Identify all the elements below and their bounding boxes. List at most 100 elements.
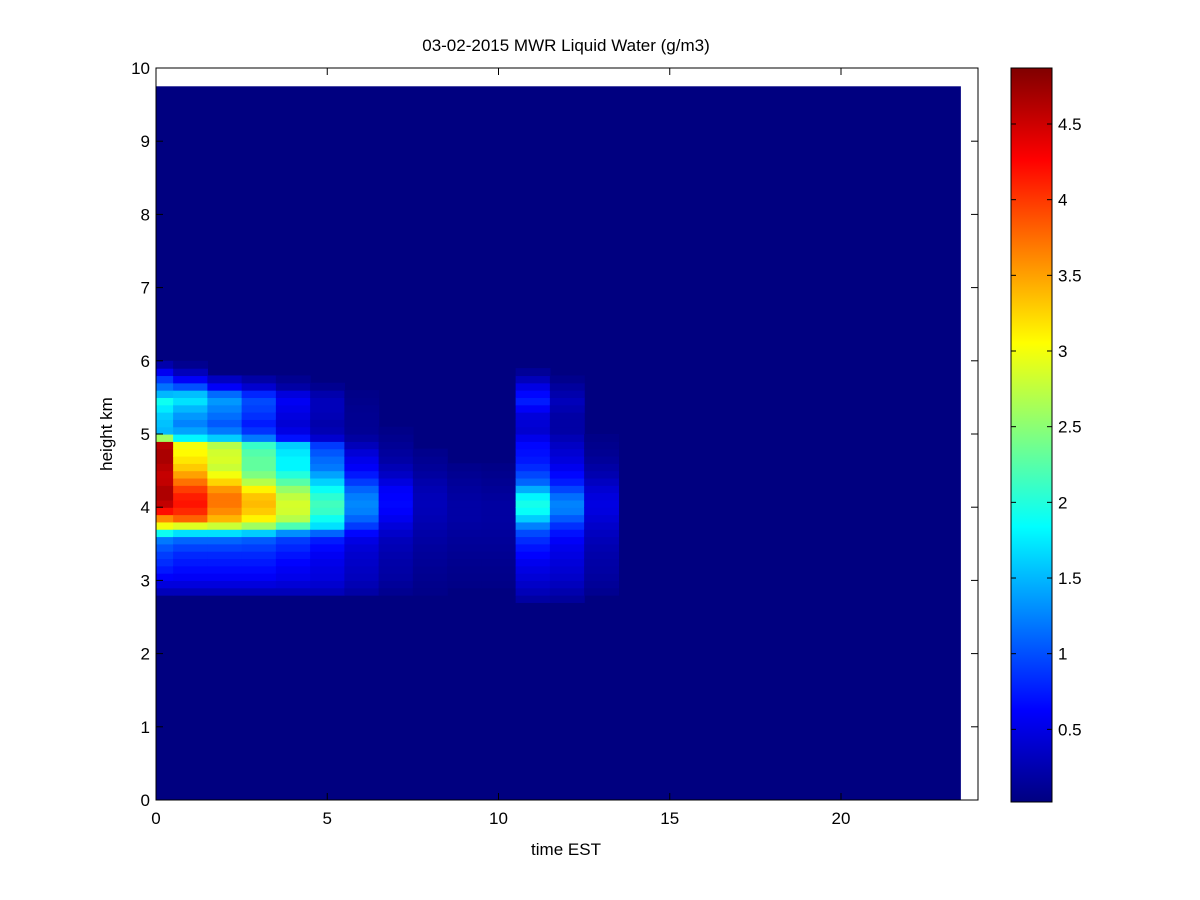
- heatmap-cell: [275, 390, 311, 398]
- heatmap-cell: [241, 573, 277, 581]
- heatmap-cell: [549, 587, 585, 596]
- y-axis-label: height km: [97, 397, 116, 471]
- heatmap-cell: [344, 543, 380, 552]
- heatmap-cell: [412, 448, 448, 457]
- heatmap-cell: [241, 492, 277, 501]
- heatmap-cell: [310, 507, 345, 516]
- heatmap-cell: [378, 521, 414, 530]
- heatmap-cell: [173, 419, 208, 428]
- heatmap-cell: [173, 404, 208, 413]
- heatmap-cell: [275, 536, 311, 545]
- heatmap-cell: [515, 514, 551, 523]
- heatmap-cell: [310, 426, 345, 435]
- heatmap-cell: [156, 470, 174, 479]
- heatmap-cell: [344, 536, 380, 545]
- heatmap-cell: [549, 390, 585, 398]
- heatmap-cell: [344, 390, 380, 398]
- heatmap-cell: [584, 507, 619, 516]
- heatmap-cell: [241, 441, 277, 450]
- heatmap-cell: [412, 463, 448, 472]
- heatmap-cell: [310, 477, 345, 486]
- heatmap-cell: [412, 499, 448, 508]
- colorbar-tick-label: 2: [1058, 493, 1067, 512]
- heatmap-cell: [156, 565, 174, 574]
- heatmap-cell: [310, 470, 345, 479]
- heatmap-cell: [156, 390, 174, 398]
- heatmap-cell: [275, 448, 311, 457]
- heatmap-cell: [275, 485, 311, 494]
- heatmap-cell: [241, 470, 277, 479]
- heatmap-cell: [275, 492, 311, 501]
- heatmap-cell: [584, 558, 619, 567]
- heatmap-cell: [447, 565, 482, 574]
- heatmap-cell: [241, 455, 277, 464]
- heatmap-cell: [173, 507, 208, 516]
- heatmap-cell: [207, 521, 243, 530]
- heatmap-cell: [515, 375, 551, 384]
- heatmap-cell: [515, 441, 551, 450]
- heatmap-cell: [156, 580, 174, 589]
- heatmap-cell: [173, 441, 208, 450]
- heatmap-cell: [310, 419, 345, 428]
- heatmap-cell: [275, 397, 311, 406]
- heatmap-cell: [207, 448, 243, 457]
- heatmap-cell: [241, 404, 277, 413]
- heatmap-cell: [156, 477, 174, 486]
- heatmap-cell: [549, 470, 585, 479]
- heatmap-cell: [173, 573, 208, 581]
- colorbar-tick-label: 0.5: [1058, 720, 1082, 739]
- heatmap-cell: [481, 551, 517, 560]
- heatmap-cell: [173, 368, 208, 377]
- heatmap-cell: [310, 463, 345, 472]
- heatmap-cell: [156, 412, 174, 420]
- heatmap-cell: [310, 397, 345, 406]
- heatmap-cell: [412, 492, 448, 501]
- heatmap-cell: [156, 441, 174, 450]
- heatmap-cell: [378, 514, 414, 523]
- heatmap-cell: [207, 536, 243, 545]
- heatmap-cell: [378, 426, 414, 435]
- heatmap-cell: [515, 551, 551, 560]
- colorbar-frame: [1010, 67, 1053, 803]
- heatmap-cell: [173, 536, 208, 545]
- heatmap-cell: [173, 477, 208, 486]
- heatmap-cell: [156, 507, 174, 516]
- heatmap-cell: [344, 441, 380, 450]
- heatmap-cell: [549, 419, 585, 428]
- heatmap-cell: [515, 434, 551, 442]
- heatmap-cell: [584, 441, 619, 450]
- heatmap-cell: [241, 499, 277, 508]
- heatmap-cell: [156, 492, 174, 501]
- heatmap-cell: [173, 448, 208, 457]
- heatmap-cell: [310, 573, 345, 581]
- heatmap-cell: [207, 485, 243, 494]
- heatmap-cell: [584, 455, 619, 464]
- heatmap-cell: [549, 536, 585, 545]
- heatmap-cell: [344, 551, 380, 560]
- heatmap-cell: [310, 565, 345, 574]
- heatmap-cell: [207, 397, 243, 406]
- heatmap-cell: [156, 448, 174, 457]
- heatmap-cell: [584, 499, 619, 508]
- heatmap-cell: [344, 521, 380, 530]
- heatmap-cell: [310, 514, 345, 523]
- heatmap-cell: [412, 573, 448, 581]
- heatmap-cell: [156, 536, 174, 545]
- heatmap-cell: [241, 551, 277, 560]
- heatmap-cell: [344, 499, 380, 508]
- heatmap-cell: [515, 368, 551, 377]
- heatmap-cell: [412, 558, 448, 567]
- heatmap-cell: [481, 529, 517, 538]
- chart-title: 03-02-2015 MWR Liquid Water (g/m3): [422, 36, 710, 55]
- heatmap-cell: [549, 565, 585, 574]
- y-tick-label: 6: [141, 352, 150, 371]
- heatmap-cell: [207, 551, 243, 560]
- heatmap-cell: [275, 580, 311, 589]
- heatmap-cell: [207, 580, 243, 589]
- colorbar-tick-label: 4.5: [1058, 115, 1082, 134]
- colorbar-tick-label: 4: [1058, 191, 1067, 210]
- heatmap-cell: [156, 514, 174, 523]
- heatmap-cell: [275, 521, 311, 530]
- heatmap-cell: [412, 587, 448, 596]
- heatmap-cell: [344, 404, 380, 413]
